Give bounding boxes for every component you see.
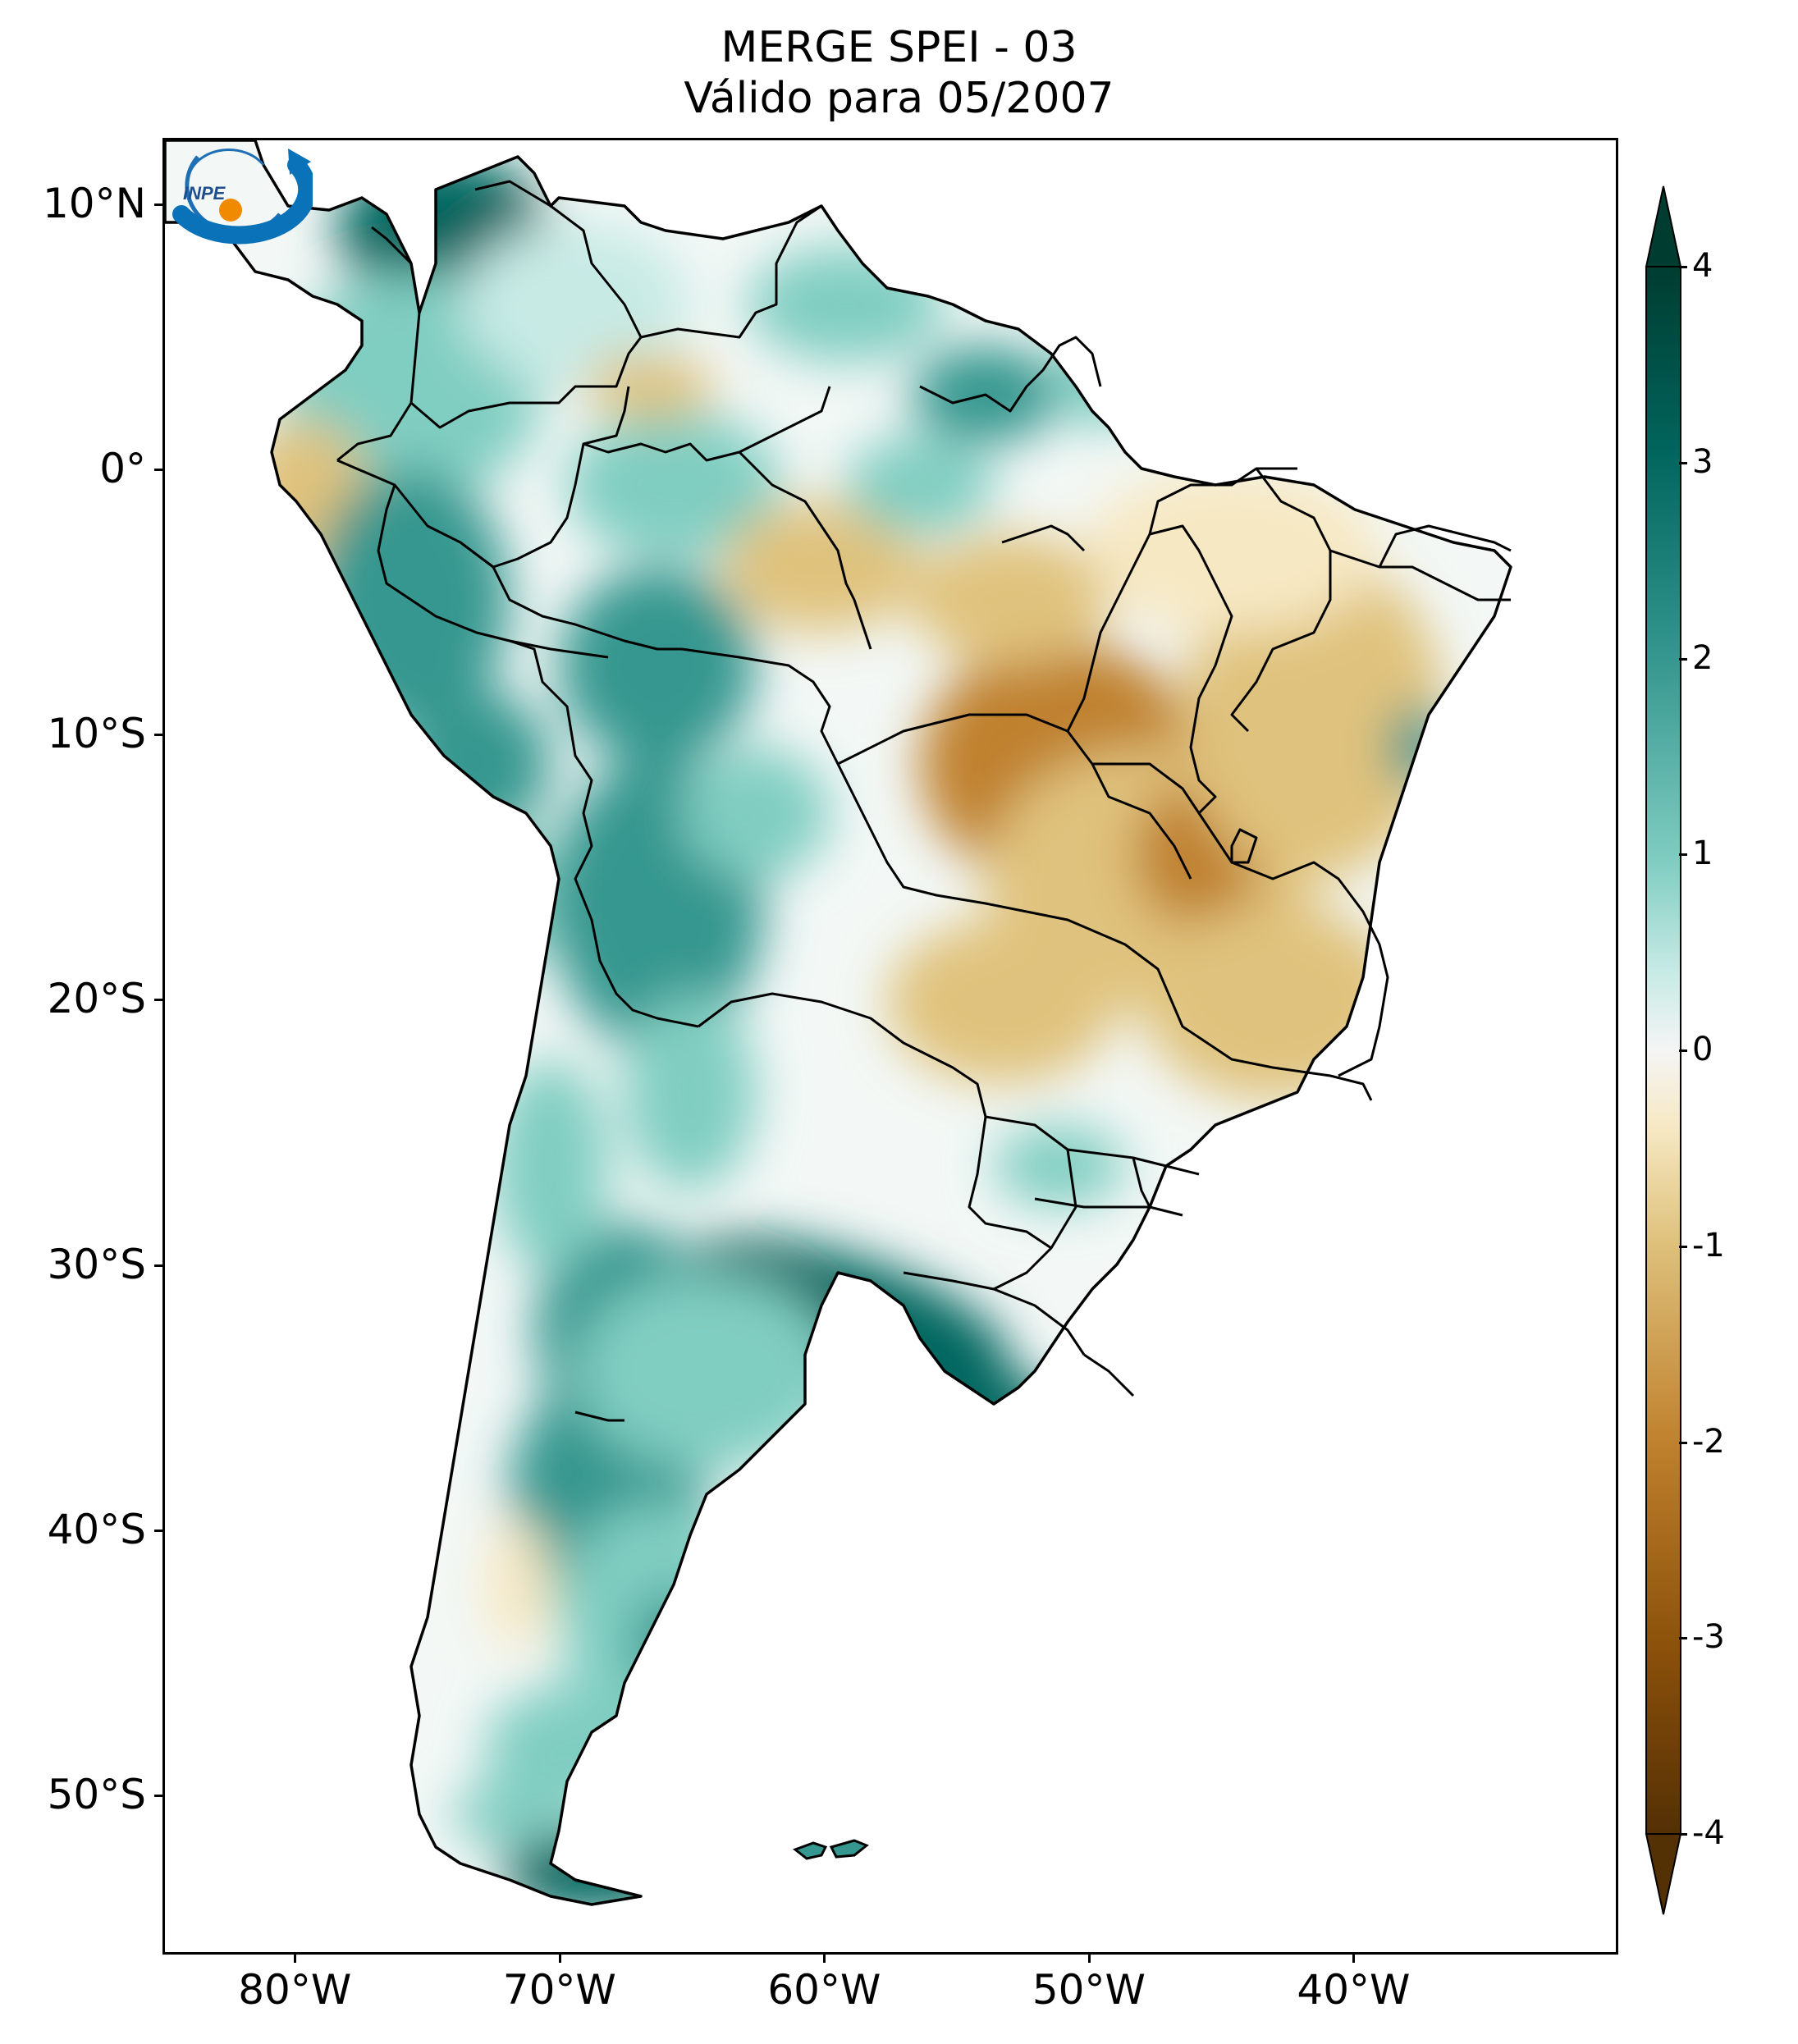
colorbar-tick-mark (1679, 461, 1687, 464)
x-tick-mark (558, 1955, 561, 1963)
y-tick-mark (154, 1264, 162, 1267)
y-tick-mark (154, 734, 162, 737)
map-subtitle: Válido para 05/2007 (684, 74, 1114, 123)
x-tick-label: 40°W (1297, 1966, 1411, 2014)
y-tick-mark (154, 999, 162, 1002)
colorbar-tick-label: -4 (1692, 1814, 1725, 1852)
map-title: MERGE SPEI - 03 (721, 23, 1077, 72)
map-panel: INPE (162, 138, 1618, 1955)
x-tick-label: 60°W (767, 1966, 881, 2014)
colorbar-tick-label: 0 (1692, 1031, 1713, 1068)
y-tick-mark (154, 203, 162, 206)
colorbar-tick-mark (1679, 657, 1687, 661)
colorbar-tick-label: 2 (1692, 638, 1713, 677)
colorbar-tick-mark (1679, 853, 1687, 857)
colorbar-tick-mark (1679, 1637, 1687, 1640)
inpe-logo-text: INPE (183, 183, 226, 203)
colorbar (1645, 185, 1682, 1915)
map-canvas (165, 140, 1512, 1906)
x-tick-label: 70°W (502, 1966, 616, 2014)
y-tick-label: 30°S (47, 1240, 146, 1288)
y-tick-label: 0° (99, 445, 146, 492)
y-tick-label: 10°N (42, 179, 146, 227)
x-tick-mark (823, 1955, 826, 1963)
x-tick-mark (1087, 1955, 1091, 1963)
colorbar-top-extend (1645, 185, 1682, 268)
colorbar-tick-mark (1679, 1245, 1687, 1248)
y-tick-label: 20°S (47, 975, 146, 1023)
colorbar-tick-mark (1679, 266, 1687, 268)
colorbar-tick-label: -3 (1692, 1618, 1725, 1657)
x-tick-label: 50°W (1032, 1966, 1146, 2014)
colorbar-tick-label: -1 (1692, 1226, 1725, 1264)
y-tick-mark (154, 1795, 162, 1798)
colorbar-tick-label: -2 (1692, 1422, 1725, 1461)
colorbar-tick-mark (1679, 1049, 1687, 1052)
x-tick-label: 80°W (238, 1966, 352, 2014)
y-tick-label: 40°S (47, 1505, 146, 1553)
borders (336, 180, 1512, 1422)
colorbar-tick-label: 1 (1692, 835, 1713, 873)
colorbar-tick-mark (1679, 1833, 1687, 1836)
falklands-islands (792, 1839, 869, 1860)
colorbar-tick-label: 4 (1692, 247, 1713, 285)
y-tick-label: 50°S (47, 1771, 146, 1819)
colorbar-tick-label: 3 (1692, 442, 1713, 481)
colorbar-bottom-extend (1645, 1833, 1682, 1915)
y-tick-mark (154, 1529, 162, 1532)
coastline (165, 140, 1512, 1906)
y-tick-mark (154, 469, 162, 471)
colorbar-tick-mark (1679, 1441, 1687, 1444)
colorbar-ramp (1645, 266, 1681, 1835)
inpe-logo-icon: INPE (172, 149, 313, 245)
y-tick-label: 10°S (47, 710, 146, 758)
x-tick-mark (1352, 1955, 1356, 1963)
x-tick-mark (294, 1955, 297, 1963)
